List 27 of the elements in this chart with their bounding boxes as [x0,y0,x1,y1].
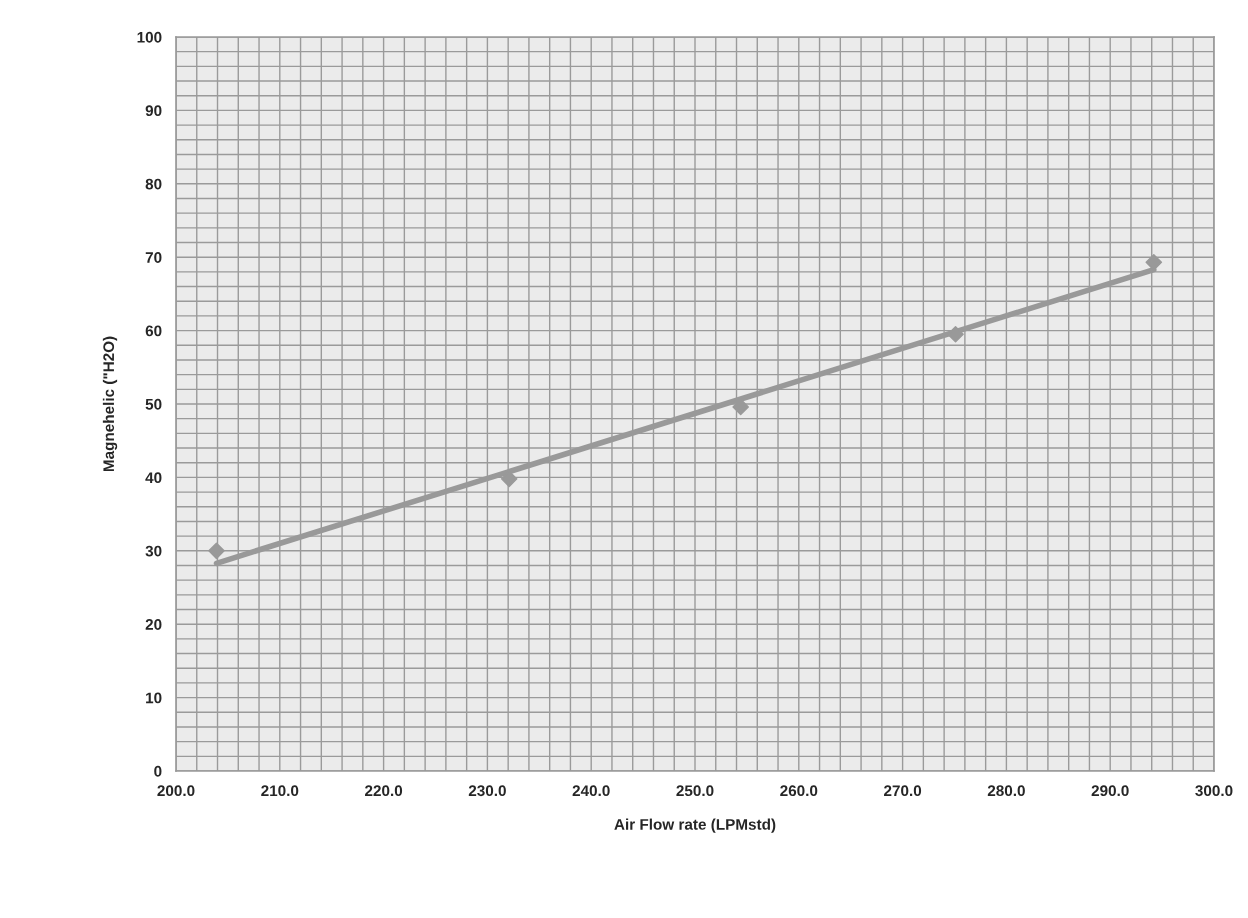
y-tick-label: 30 [145,545,162,557]
y-tick-label: 90 [145,105,162,117]
y-tick-label: 100 [137,31,162,43]
y-axis-title: Magnehelic ("H2O) [102,336,118,472]
point [947,325,964,343]
x-tick-label: 240.0 [572,785,610,797]
x-tick-label: 270.0 [884,785,922,797]
y-tick-label: 0 [154,765,162,777]
x-tick-label: 290.0 [1091,785,1129,797]
y-tick-label: 50 [145,398,162,410]
x-tick-label: 250.0 [676,785,714,797]
x-tick-label: 220.0 [365,785,403,797]
x-tick-label: 300.0 [1195,785,1233,797]
x-tick-label: 280.0 [987,785,1025,797]
y-tick-label: 70 [145,252,162,263]
y-tick-label: 10 [146,692,162,704]
point [1145,254,1163,271]
x-tick-label: 260.0 [780,785,818,797]
y-tick-label: 20 [145,619,162,630]
y-tick-label: 40 [145,472,162,484]
y-tick-label: 80 [145,178,162,190]
x-tick-label: 230.0 [468,785,506,797]
x-tick-label: 210.0 [261,785,299,797]
point [208,542,225,560]
y-tick-label: 60 [145,325,162,337]
x-axis-title: Air Flow rate (LPMstd) [614,818,776,833]
x-tick-label: 200.0 [157,785,195,797]
